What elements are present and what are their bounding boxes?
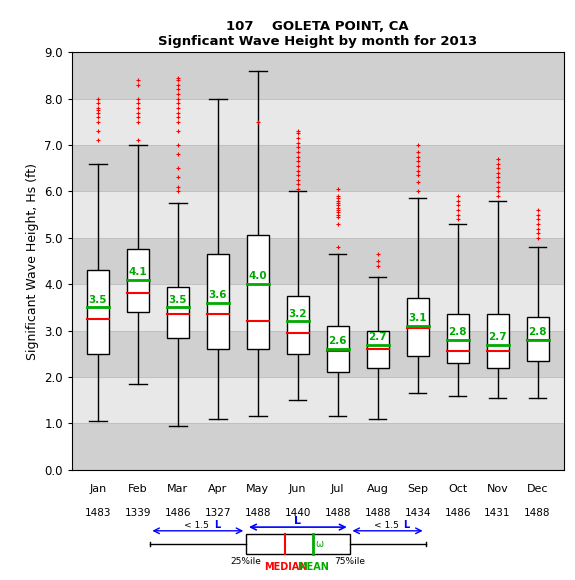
Text: 2.7: 2.7	[488, 332, 507, 342]
Text: L: L	[214, 520, 220, 530]
Text: 4.0: 4.0	[248, 271, 267, 281]
Bar	[72, 52, 564, 99]
Text: 2.8: 2.8	[448, 327, 467, 337]
Text: Mar: Mar	[167, 484, 189, 494]
Text: Oct: Oct	[448, 484, 467, 494]
Text: 1434: 1434	[404, 508, 431, 517]
Bar	[167, 287, 189, 338]
Bar	[287, 296, 309, 354]
Bar	[246, 534, 350, 553]
Text: 3.5: 3.5	[89, 295, 107, 304]
Bar	[72, 284, 564, 331]
Text: MEDIAN: MEDIAN	[264, 561, 307, 572]
Text: 1440: 1440	[285, 508, 311, 517]
Bar	[407, 298, 428, 356]
Bar	[327, 326, 348, 372]
Text: 3.5: 3.5	[168, 295, 187, 304]
Bar	[72, 145, 564, 191]
Text: 1431: 1431	[484, 508, 511, 517]
Text: 1488: 1488	[524, 508, 551, 517]
Text: Jun: Jun	[289, 484, 306, 494]
Title: 107    GOLETA POINT, CA
Signficant Wave Height by month for 2013: 107 GOLETA POINT, CA Signficant Wave Hei…	[158, 20, 477, 48]
Text: Nov: Nov	[486, 484, 508, 494]
Y-axis label: Significant Wave Height, Hs (ft): Significant Wave Height, Hs (ft)	[26, 162, 39, 360]
Text: Feb: Feb	[128, 484, 148, 494]
Bar	[247, 235, 269, 349]
Bar	[527, 317, 549, 361]
Text: 3.2: 3.2	[289, 309, 307, 318]
Text: 1486: 1486	[164, 508, 191, 517]
Text: 1488: 1488	[365, 508, 391, 517]
Bar	[127, 249, 149, 312]
Bar	[72, 423, 564, 470]
Text: 1339: 1339	[125, 508, 151, 517]
Text: 3.1: 3.1	[408, 313, 427, 323]
Text: L: L	[294, 516, 301, 525]
Text: 2.6: 2.6	[328, 336, 347, 346]
Bar	[447, 314, 469, 363]
Text: Aug: Aug	[367, 484, 389, 494]
Text: 4.1: 4.1	[128, 267, 147, 277]
Text: ω: ω	[316, 539, 324, 549]
Text: MEAN: MEAN	[297, 561, 329, 572]
Text: 75%ile: 75%ile	[334, 557, 365, 566]
Text: Jul: Jul	[331, 484, 344, 494]
Bar	[72, 99, 564, 145]
Text: 1483: 1483	[85, 508, 111, 517]
Text: 1488: 1488	[244, 508, 271, 517]
Text: 1486: 1486	[444, 508, 471, 517]
Bar	[87, 270, 109, 354]
Text: 3.6: 3.6	[209, 290, 227, 300]
Bar	[207, 254, 229, 349]
Bar	[72, 331, 564, 377]
Text: L: L	[404, 520, 409, 530]
Text: Apr: Apr	[208, 484, 227, 494]
Bar	[72, 377, 564, 423]
Text: 1327: 1327	[205, 508, 231, 517]
Bar	[486, 314, 508, 368]
Bar	[72, 238, 564, 284]
Bar	[367, 331, 389, 368]
Text: < 1.5: < 1.5	[374, 521, 401, 530]
Text: May: May	[246, 484, 269, 494]
Bar	[72, 191, 564, 238]
Text: 25%ile: 25%ile	[231, 557, 262, 566]
Text: 2.8: 2.8	[528, 327, 547, 337]
Text: 1488: 1488	[324, 508, 351, 517]
Text: < 1.5: < 1.5	[184, 521, 212, 530]
Text: Jan: Jan	[89, 484, 106, 494]
Text: 2.7: 2.7	[369, 332, 387, 342]
Text: Sep: Sep	[407, 484, 428, 494]
Text: Dec: Dec	[527, 484, 549, 494]
